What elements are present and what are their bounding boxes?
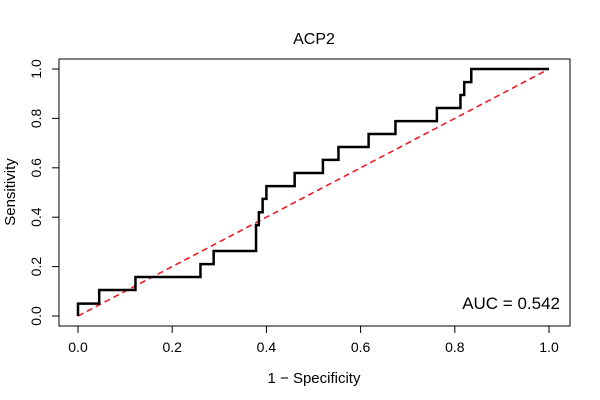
y-tick-label: 0.6 [28, 158, 44, 178]
x-tick-label: 0.4 [257, 339, 277, 355]
reference-diagonal-line [77, 68, 550, 317]
plot-frame [58, 58, 571, 327]
x-tick-label: 0.8 [445, 339, 465, 355]
axis-ticks: 0.0 0.2 0.4 0.6 0.8 1.0 0.0 0.2 0.4 0.6 0.8 1.0 [28, 59, 559, 355]
x-tick-label: 0.0 [68, 339, 88, 355]
x-tick-label: 1.0 [539, 339, 559, 355]
auc-annotation: AUC = 0.542 [462, 294, 560, 313]
x-axis-label: 1 − Specificity [268, 370, 361, 387]
y-tick-label: 1.0 [28, 59, 44, 79]
x-tick-label: 0.2 [162, 339, 182, 355]
y-tick-label: 0.8 [28, 108, 44, 128]
x-tick-label: 0.6 [351, 339, 371, 355]
roc-curve-line [76, 67, 549, 316]
plot-area [76, 67, 550, 317]
y-axis-label: Sensitivity [2, 158, 19, 226]
y-tick-label: 0.0 [28, 306, 44, 326]
y-tick-label: 0.2 [28, 257, 44, 277]
y-tick-label: 0.4 [28, 207, 44, 227]
chart-title: ACP2 [293, 31, 335, 48]
